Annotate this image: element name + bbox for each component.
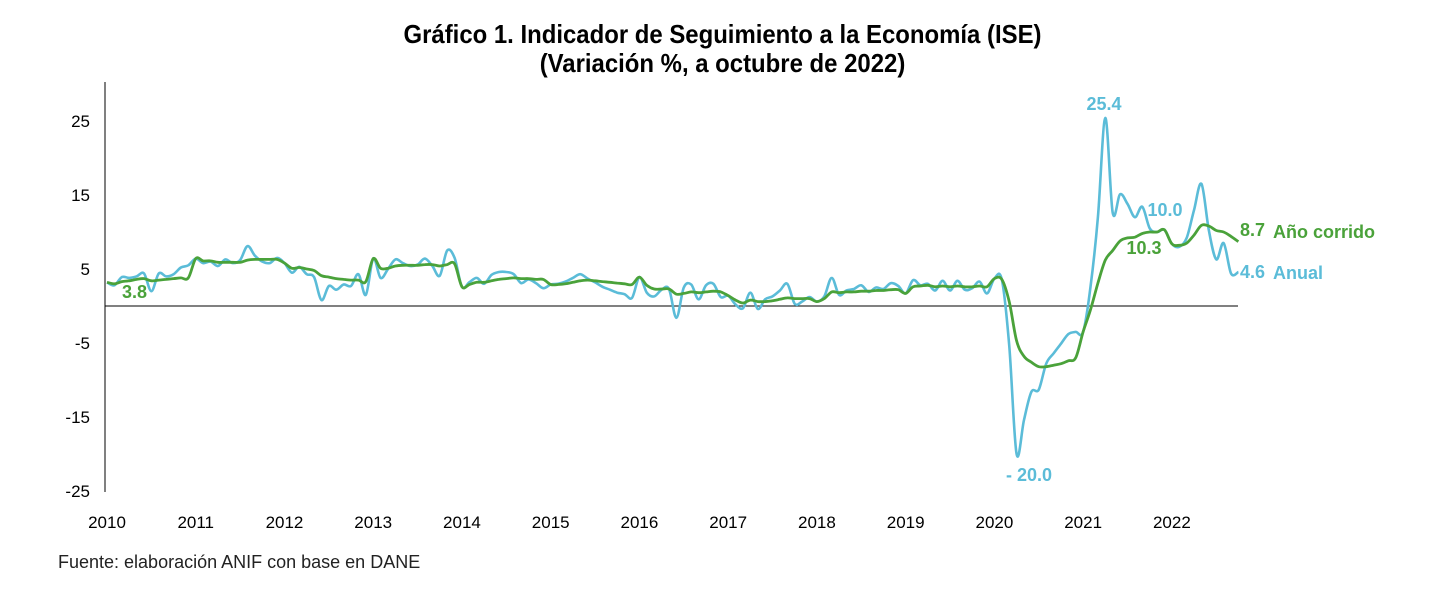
x-tick-label: 2015 <box>532 513 570 532</box>
x-tick-label: 2014 <box>443 513 481 532</box>
annotation-anual-min: - 20.0 <box>1006 465 1052 485</box>
legend-anual: Anual <box>1273 263 1323 283</box>
annotation-corrido-last: 8.7 <box>1240 220 1265 240</box>
x-tick-label: 2017 <box>709 513 747 532</box>
series-line-ano-corrido <box>106 223 1240 369</box>
y-tick-label: -15 <box>65 408 90 427</box>
x-tick-label: 2018 <box>798 513 836 532</box>
annotation-anual-2021: 10.0 <box>1147 200 1182 220</box>
annotation-anual-last: 4.6 <box>1240 262 1265 282</box>
annotation-corrido-2010: 3.8 <box>122 282 147 302</box>
y-tick-label: 15 <box>71 186 90 205</box>
y-tick-label: 25 <box>71 112 90 131</box>
x-tick-label: 2016 <box>621 513 659 532</box>
chart-title-block: Gráfico 1. Indicador de Seguimiento a la… <box>0 20 1445 78</box>
source-note: Fuente: elaboración ANIF con base en DAN… <box>58 552 421 572</box>
x-tick-label: 2013 <box>354 513 392 532</box>
x-tick-label: 2020 <box>975 513 1013 532</box>
legend-ano-corrido: Año corrido <box>1273 222 1375 242</box>
x-tick-label: 2011 <box>177 513 214 532</box>
annotation-corrido-2021: 10.3 <box>1126 238 1161 258</box>
y-tick-label: -5 <box>75 334 90 353</box>
chart-subtitle: (Variación %, a octubre de 2022) <box>539 48 906 78</box>
x-tick-label: 2022 <box>1153 513 1191 532</box>
annotation-anual-max: 25.4 <box>1086 94 1121 114</box>
y-tick-label: 5 <box>81 260 90 279</box>
x-tick-label: 2021 <box>1064 513 1102 532</box>
x-tick-label: 2012 <box>266 513 304 532</box>
y-tick-label: -25 <box>65 482 90 501</box>
x-tick-label: 2010 <box>88 513 126 532</box>
chart-title: Gráfico 1. Indicador de Seguimiento a la… <box>403 19 1042 49</box>
x-tick-label: 2019 <box>887 513 925 532</box>
series-line-anual <box>106 116 1240 458</box>
